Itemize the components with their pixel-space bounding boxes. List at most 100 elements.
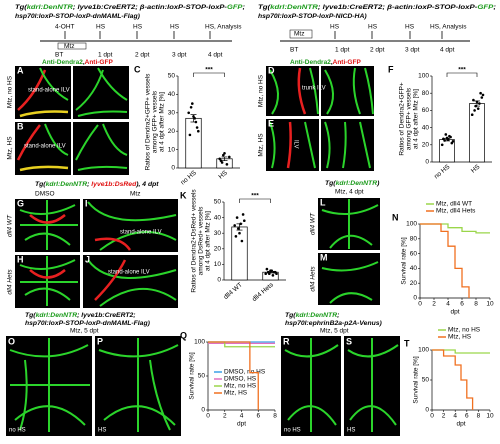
- legend-label: Mtz, dll4 WT: [436, 201, 472, 208]
- panels-de: Anti-Dendra2,Anti-GFP D E trunk ILV ILV …: [258, 59, 374, 171]
- y-tick-label: 40: [410, 265, 418, 272]
- data-point: [241, 213, 245, 216]
- data-point: [233, 224, 236, 227]
- annotation: stand-alone ILV: [28, 88, 70, 94]
- timepoint: 4 dpt: [208, 52, 223, 59]
- x-axis-label: dpt: [450, 309, 459, 316]
- row-label: Mtz, HS: [7, 136, 14, 160]
- panel-label: T: [404, 338, 410, 348]
- data-point: [449, 135, 452, 139]
- survival-line: [420, 223, 490, 234]
- row-label: dll4 WT: [7, 214, 14, 237]
- y-tick-label: 20: [410, 280, 418, 287]
- panel-label: H: [17, 254, 24, 264]
- y-tick-label: 10: [168, 146, 176, 153]
- panels-ghij: Tg(kdrl:DenNTR; lyve1b:DsRed), 4 dpt DMS…: [7, 181, 178, 308]
- panels-op: Tg(kdrl:DenNTR; lyve1b:CreERT2; hsp70l:l…: [6, 312, 181, 436]
- y-tick-label: 50: [422, 377, 430, 384]
- data-point: [264, 272, 268, 276]
- legend-label: Mtz, HS: [448, 334, 472, 341]
- y-tick-label: 0: [413, 295, 417, 302]
- row-label: Mtz, no HS: [258, 74, 265, 107]
- timepoint: 2 dpt: [370, 47, 385, 54]
- title: Tg(kdrl:DenNTR): [325, 180, 380, 187]
- data-point: [265, 267, 269, 271]
- y-tick-label: 40: [214, 214, 222, 221]
- label: HS: [96, 24, 106, 31]
- subtitle: Mtz, 5 dpt: [70, 328, 99, 335]
- panel-label: N: [392, 212, 399, 222]
- significance-bracket: [193, 72, 225, 77]
- x-tick-label: 8: [474, 301, 478, 308]
- label: HS: [133, 24, 143, 31]
- survival-line: [208, 341, 259, 410]
- data-point: [470, 113, 474, 116]
- x-tick-label: 6: [465, 413, 469, 420]
- y-tick-label: 0: [171, 165, 175, 172]
- y-axis-label: among GFP+ vessels: [406, 87, 413, 150]
- y-axis-label: at 4 dpt after Mtz [%]: [159, 92, 166, 152]
- timepoint: 1 dpt: [335, 47, 350, 54]
- legend-label: Mtz, no HS: [224, 383, 257, 390]
- panel-label: M: [320, 252, 328, 262]
- panel-label: C: [134, 64, 141, 74]
- data-point: [240, 239, 244, 243]
- y-axis-label: Survival rate [%]: [413, 356, 420, 404]
- row-label: dll4 WT: [310, 212, 317, 235]
- timepoint: 1 dpt: [98, 52, 113, 59]
- y-tick-label: 40: [422, 124, 430, 131]
- title: hsp70l:ephrinB2a-p2A-Venus): [285, 320, 383, 327]
- x-tick-label: dll4 Hets: [251, 281, 275, 303]
- annotation: HS: [98, 428, 106, 434]
- data-point: [188, 133, 192, 137]
- label: Mtz: [294, 31, 304, 38]
- timepoint: 4 dpt: [440, 47, 455, 54]
- x-tick-label: 6: [256, 413, 260, 420]
- y-tick-label: 80: [410, 236, 418, 243]
- data-point: [193, 117, 196, 120]
- data-point: [222, 153, 225, 157]
- title: hsp70l:loxP-STOP-loxP-NICD-HA): [258, 13, 367, 20]
- data-point: [476, 107, 480, 110]
- y-axis-label: Ratios of Dendra2+GFP+ vessels: [145, 73, 152, 171]
- data-point: [234, 235, 238, 238]
- label: 4-OHT: [55, 24, 75, 31]
- annotation: no HS: [9, 428, 26, 434]
- y-tick-label: 100: [406, 221, 417, 228]
- data-point: [243, 219, 246, 223]
- significance: ***: [458, 67, 466, 74]
- panel-label: I: [85, 198, 88, 208]
- column-label: Mtz: [130, 191, 140, 198]
- y-axis-label: Ratios of Dendra2+DsRed+ vessels: [191, 189, 198, 293]
- title: hsp70l:loxP-STOP-loxP-dnMAML-Flag): [15, 13, 141, 20]
- x-tick-label: HS: [217, 169, 229, 181]
- panel-label: A: [17, 65, 24, 75]
- y-axis-label: Survival rate [%]: [401, 237, 408, 285]
- x-axis-label: dpt: [456, 421, 465, 428]
- label: HS, Analysis: [430, 24, 467, 31]
- data-point: [195, 126, 199, 129]
- y-tick-label: 20: [214, 246, 222, 253]
- panel-label: J: [85, 254, 90, 264]
- x-tick-label: 10: [486, 301, 494, 308]
- timepoint: BT: [55, 52, 63, 59]
- title: Tg(kdrl:DenNTR; lyve1b:CreERT2;: [25, 312, 136, 319]
- data-point: [451, 140, 455, 143]
- significance-bracket: [239, 198, 271, 203]
- row-label: Mtz, HS: [258, 133, 265, 157]
- y-axis-label: at 4 dpt after Mtz [%]: [205, 211, 212, 271]
- data-point: [442, 137, 445, 141]
- y-tick-label: 40: [168, 91, 176, 98]
- x-tick-label: 0: [206, 413, 210, 420]
- annotation: no HS: [284, 428, 301, 434]
- y-axis-label: Ratios of Dendra2+GFP+: [399, 82, 406, 156]
- data-point: [219, 159, 223, 162]
- data-point: [220, 161, 224, 164]
- title: Tg(kdrl:DenNTR; lyve1b:CreERT2; β-actin:…: [258, 4, 496, 11]
- x-tick-label: 4: [240, 413, 244, 420]
- panel-label: B: [17, 121, 24, 131]
- panel-label: K: [180, 190, 187, 200]
- legend-label: Mtz, no HS: [448, 327, 481, 334]
- significance: ***: [251, 193, 259, 200]
- panel-label: E: [268, 118, 274, 128]
